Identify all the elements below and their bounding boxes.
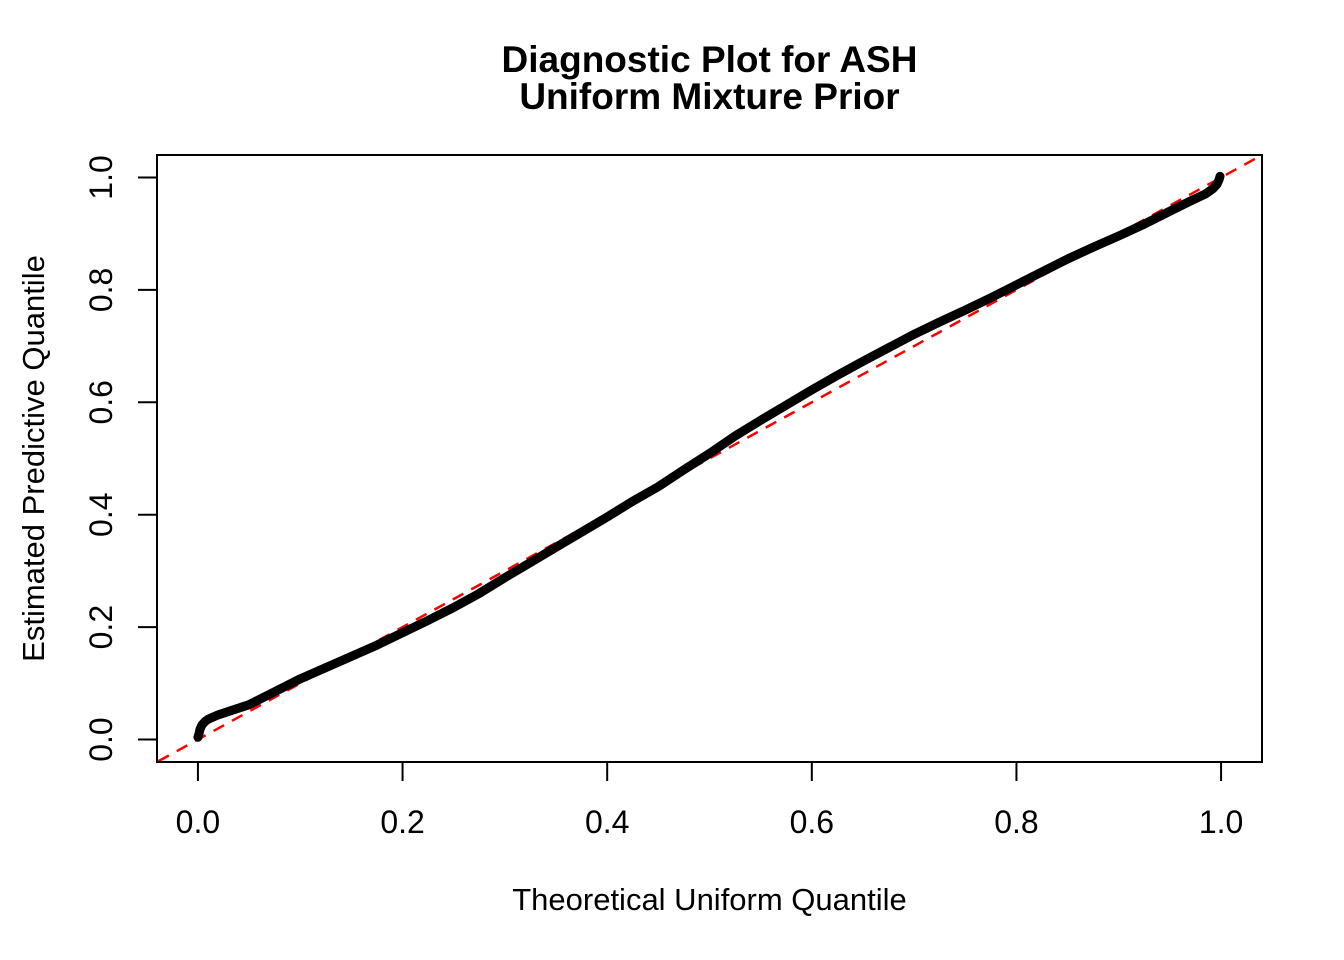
y-axis-title: Estimated Predictive Quantile [16, 255, 51, 662]
estimated-quantile-curve [193, 171, 1225, 742]
y-axis-tick-label: 0.4 [83, 492, 119, 536]
x-axis-tick-label: 0.8 [994, 804, 1038, 840]
x-axis-tick-label: 0.0 [176, 804, 220, 840]
chart-title-line1: Diagnostic Plot for ASH [502, 39, 918, 80]
y-axis-tick-label: 0.6 [83, 380, 119, 424]
y-axis-tick-label: 0.8 [83, 268, 119, 312]
x-axis-tick-label: 1.0 [1199, 804, 1243, 840]
y-axis-tick-label: 1.0 [83, 155, 119, 199]
y-axis-tick-label: 0.0 [83, 717, 119, 761]
y-axis-tick-label: 0.2 [83, 605, 119, 649]
x-axis-tick-label: 0.6 [790, 804, 834, 840]
chart-title-line2: Uniform Mixture Prior [519, 76, 899, 117]
x-axis-tick-label: 0.4 [585, 804, 629, 840]
plot-box [156, 154, 1263, 763]
x-axis-tick-label: 0.2 [380, 804, 424, 840]
x-axis-title: Theoretical Uniform Quantile [512, 882, 907, 917]
